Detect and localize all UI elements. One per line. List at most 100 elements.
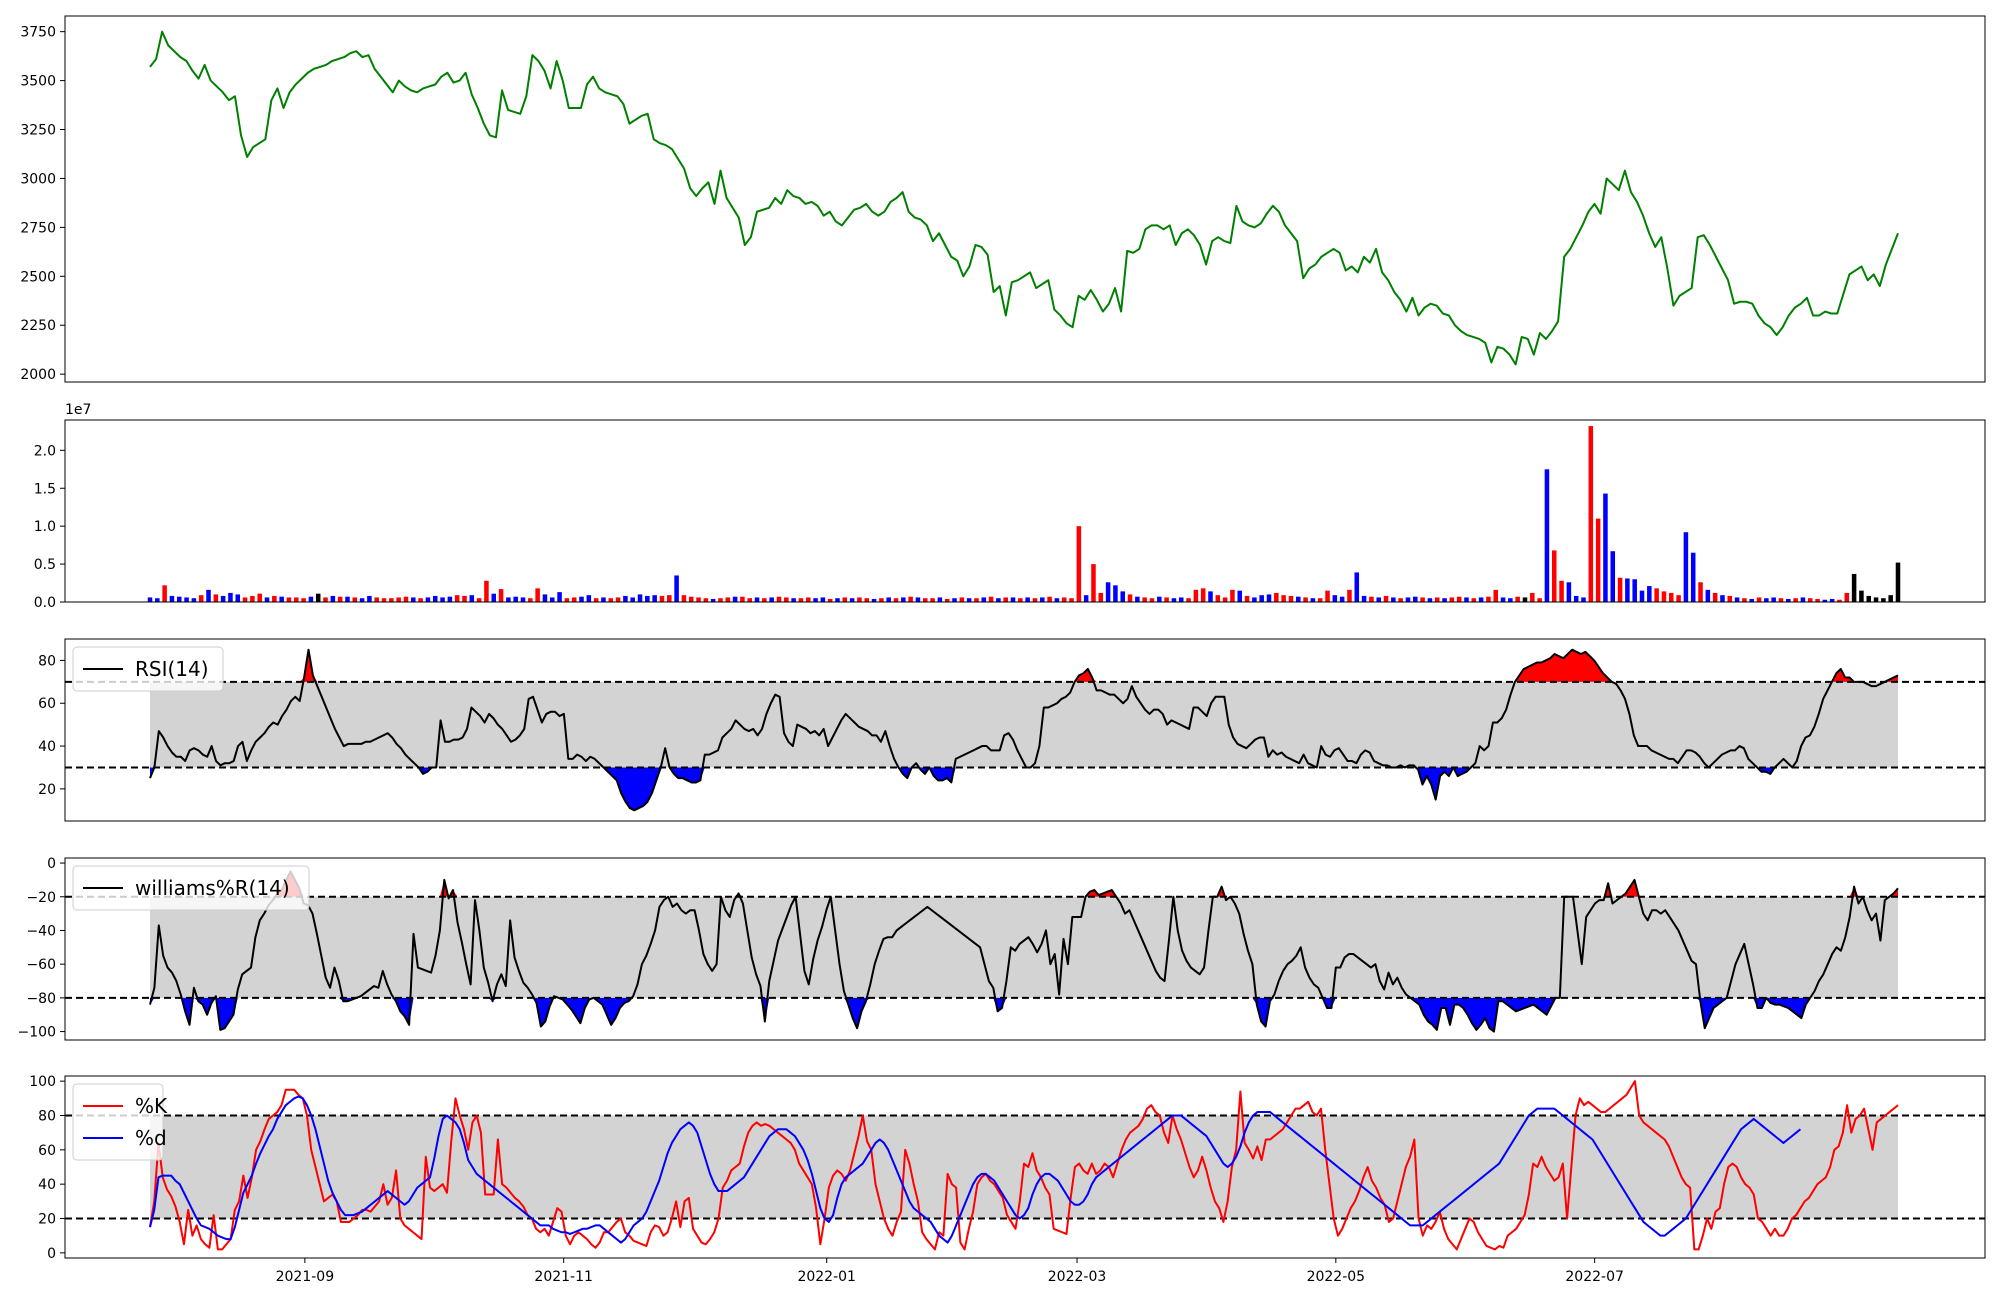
rsi-plot-area (65, 648, 1985, 812)
volume-bar (506, 597, 511, 602)
volume-bar (389, 598, 394, 602)
williams-ytick-label: −40 (26, 923, 56, 939)
volume-bar (1303, 597, 1308, 602)
volume-bar (1749, 598, 1754, 602)
volume-bar (1244, 595, 1250, 602)
volume-bar (1317, 598, 1323, 602)
williams-axes-frame (64, 857, 1986, 1041)
volume-bar (315, 593, 321, 602)
volume-bar (491, 593, 497, 602)
volume-bar (1010, 597, 1016, 602)
price-axes-frame (64, 15, 1986, 383)
volume-bar (930, 598, 935, 602)
volume-bar (469, 595, 475, 602)
volume-bar (1456, 596, 1462, 602)
volume-bar (981, 597, 987, 602)
price-ytick-label: 3750 (20, 25, 56, 41)
volume-bar (1105, 582, 1111, 602)
volume-bar (1888, 595, 1893, 602)
volume-bar (593, 598, 599, 602)
volume-bar (762, 598, 767, 602)
williams-legend: williams%R(14) (72, 865, 310, 911)
rsi-series-line-0 (149, 648, 1899, 812)
volume-bar (893, 598, 899, 602)
volume-bar (1288, 595, 1294, 602)
stochastic-legend-label: %d (135, 1126, 167, 1150)
volume-bar (1515, 596, 1520, 602)
volume-bar (484, 580, 489, 602)
volume-plot-area (147, 426, 1901, 602)
stochastic-legend: %K %d (72, 1083, 168, 1161)
volume-bar (425, 597, 431, 602)
volume-bar (1215, 595, 1221, 602)
volume-bar (674, 575, 679, 602)
xtick-label: 2022-07 (1565, 1269, 1624, 1285)
volume-bar (1851, 573, 1857, 602)
volume-bar (1727, 595, 1733, 602)
volume-bar (1076, 526, 1082, 602)
volume-bar (440, 597, 445, 602)
volume-bar (1508, 598, 1513, 602)
volume-bar (242, 597, 248, 602)
volume-bar (1157, 596, 1162, 602)
volume-bar (1339, 596, 1345, 602)
price-series-line-0 (149, 30, 1899, 366)
volume-bar (1413, 596, 1418, 602)
volume-bar (1486, 596, 1491, 602)
volume-bar (191, 598, 197, 602)
williams-series-line-0 (149, 870, 1899, 1033)
volume-ytick-label: 1.0 (34, 519, 56, 535)
volume-bar (784, 597, 789, 602)
volume-bar (162, 585, 167, 602)
volume-bar (198, 595, 204, 602)
volume-bar (1742, 598, 1747, 602)
volume-bar (557, 592, 562, 602)
price-ytick-label: 2500 (20, 269, 56, 285)
price-ytick-label: 2750 (20, 220, 56, 236)
volume-bar (1230, 589, 1235, 602)
volume-bar (1829, 598, 1835, 602)
volume-bar (923, 598, 928, 602)
volume-bar (776, 596, 782, 602)
volume-bar (1837, 599, 1842, 602)
volume-bar (769, 597, 774, 602)
volume-bar (1186, 598, 1191, 602)
rsi-ytick-label: 80 (38, 653, 56, 669)
volume-bar (1603, 493, 1608, 602)
volume-bar (462, 595, 467, 602)
volume-bar (1427, 598, 1433, 602)
volume-bar (901, 597, 906, 602)
stochastic-legend-box (72, 1083, 164, 1161)
volume-bar (323, 597, 328, 602)
rsi-legend-box (72, 646, 224, 692)
volume-bar (813, 598, 818, 602)
volume-bar (549, 597, 555, 602)
volume-bar (1369, 596, 1374, 602)
volume-bar (1083, 595, 1089, 602)
volume-panel: 0.0 0.5 1.0 1.5 2.0 1e7 (34, 402, 1986, 611)
price-ytick-label: 3500 (20, 74, 56, 90)
volume-bar (667, 595, 672, 602)
stochastic-ytick-label: 80 (38, 1108, 56, 1124)
volume-bar (1200, 588, 1206, 602)
volume-bar (147, 597, 153, 602)
volume-bar (359, 598, 365, 602)
stochastic-panel: 0 20 40 60 80 100 2021-09 2021-11 2022-01 2022-03… (29, 1074, 1986, 1285)
volume-bar (864, 598, 870, 602)
volume-bar (184, 597, 189, 602)
xtick-label: 2021-09 (276, 1269, 335, 1285)
volume-bar (1113, 585, 1118, 602)
volume-bar (1061, 597, 1067, 602)
xtick-label: 2022-03 (1048, 1269, 1107, 1285)
stochastic-ytick-label: 0 (47, 1246, 56, 1262)
volume-bar (213, 594, 219, 602)
volume-bar (1274, 592, 1279, 602)
stochastic-ytick-label: 40 (38, 1177, 56, 1193)
volume-bar (798, 598, 804, 602)
volume-bar (857, 597, 862, 602)
volume-bar (835, 598, 840, 602)
volume-bar (652, 595, 657, 602)
volume-bar (535, 588, 540, 602)
volume-bar (1625, 578, 1630, 602)
volume-bar (1149, 598, 1155, 602)
